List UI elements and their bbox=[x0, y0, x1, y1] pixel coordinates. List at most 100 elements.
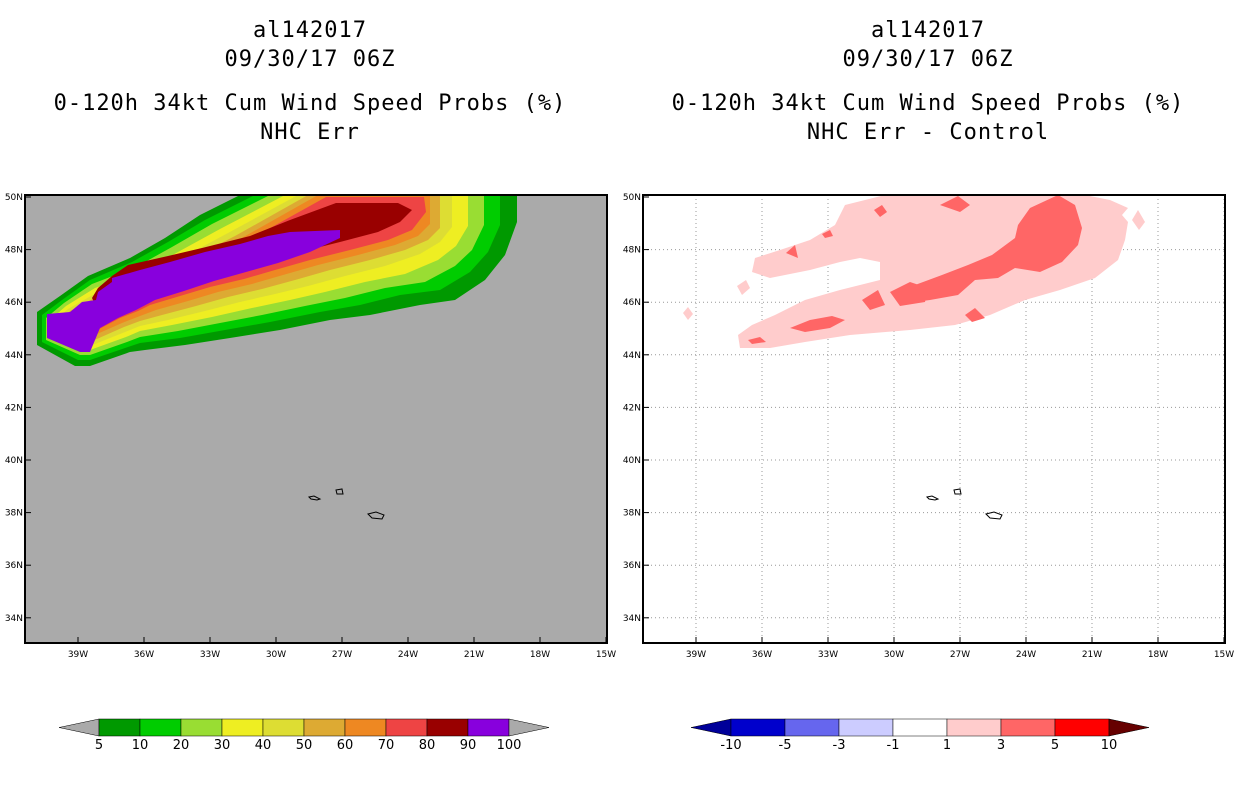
colorbar-level-label: 10 bbox=[132, 738, 149, 753]
lon-tick-label: 27W bbox=[950, 650, 970, 660]
contour-90 bbox=[47, 230, 340, 352]
colorbar-level-label: 70 bbox=[378, 738, 395, 753]
lon-tick-label: 39W bbox=[686, 650, 706, 660]
lon-tick-label: 21W bbox=[1082, 650, 1102, 660]
diff-3-to-5-d bbox=[862, 290, 885, 310]
colorbar-swatch bbox=[262, 718, 305, 737]
colorbar-level-label: 100 bbox=[497, 738, 522, 753]
colorbar-level-label: 3 bbox=[997, 738, 1005, 753]
right-map-panel: 50N 48N 46N 44N 42N 40N 38N 36N 34N 39W 36W 33W 30W 2… bbox=[623, 193, 1234, 660]
left-map-frame bbox=[24, 194, 608, 644]
right-title-datetime: 09/30/17 06Z bbox=[842, 47, 1014, 72]
right-colorbar: -10 -5 -3 -1 1 3 5 10 bbox=[690, 718, 1150, 753]
right-difference-contours bbox=[683, 195, 1145, 348]
lat-tick-label: 42N bbox=[5, 403, 23, 413]
colorbar-level-label: 1 bbox=[943, 738, 951, 753]
lon-tick-label: 15W bbox=[596, 650, 616, 660]
lat-tick-label: 34N bbox=[5, 614, 23, 624]
diff-3-to-5-c bbox=[890, 282, 928, 306]
colorbar-swatch bbox=[303, 718, 346, 737]
right-gridlines bbox=[643, 195, 1225, 643]
lat-tick-label: 42N bbox=[623, 403, 641, 413]
right-panel-title: al142017 09/30/17 06Z 0-120h 34kt Cum Wi… bbox=[618, 16, 1236, 147]
lon-tick-label: 33W bbox=[200, 650, 220, 660]
lat-tick-label: 46N bbox=[5, 298, 23, 308]
colorbar-level-label: 40 bbox=[255, 738, 272, 753]
lon-tick-label: 36W bbox=[752, 650, 772, 660]
lon-tick-label: 18W bbox=[530, 650, 550, 660]
colorbar-swatch bbox=[1000, 718, 1056, 737]
colorbar-level-label: 90 bbox=[460, 738, 477, 753]
left-probability-contours bbox=[37, 195, 517, 366]
lon-tick-label: 39W bbox=[68, 650, 88, 660]
colorbar-swatch bbox=[1054, 718, 1110, 737]
left-azores-islands bbox=[307, 488, 385, 520]
left-axes: 50N 48N 46N 44N 42N 40N 38N 36N 34N 39W 36W 33W 30W 2… bbox=[5, 193, 616, 660]
lon-tick-label: 21W bbox=[464, 650, 484, 660]
colorbar-swatch bbox=[892, 718, 948, 737]
colorbar-swatch bbox=[467, 718, 510, 737]
colorbar-swatch bbox=[221, 718, 264, 737]
diff-3-to-5-g bbox=[786, 245, 798, 258]
lon-tick-label: 18W bbox=[1148, 650, 1168, 660]
colorbar-level-label: 20 bbox=[173, 738, 190, 753]
lat-tick-label: 40N bbox=[5, 456, 23, 466]
colorbar-under-arrow bbox=[690, 718, 732, 737]
lon-tick-label: 30W bbox=[884, 650, 904, 660]
diff-3-to-5-a bbox=[940, 196, 970, 212]
lat-tick-label: 48N bbox=[5, 246, 23, 256]
left-title-storm-id: al142017 bbox=[253, 18, 367, 43]
colorbar-level-label: -10 bbox=[720, 738, 741, 753]
left-map-panel: 50N 48N 46N 44N 42N 40N 38N 36N 34N 39W 36W 33W 30W 2… bbox=[5, 193, 616, 660]
right-axes: 50N 48N 46N 44N 42N 40N 38N 36N 34N 39W 36W 33W 30W 2… bbox=[623, 193, 1234, 660]
diff-1-to-3-spot-c bbox=[1132, 210, 1145, 230]
colorbar-level-label: 80 bbox=[419, 738, 436, 753]
colorbar-swatch bbox=[946, 718, 1002, 737]
colorbar-level-label: -3 bbox=[833, 738, 846, 753]
colorbar-swatch bbox=[180, 718, 223, 737]
diff-1-to-3-spot-b bbox=[683, 307, 693, 320]
diff-3-to-5-j bbox=[965, 308, 985, 322]
lon-tick-label: 24W bbox=[398, 650, 418, 660]
colorbar-swatch bbox=[139, 718, 182, 737]
left-title-datetime: 09/30/17 06Z bbox=[224, 47, 396, 72]
lat-tick-label: 46N bbox=[623, 298, 641, 308]
left-panel-title: al142017 09/30/17 06Z 0-120h 34kt Cum Wi… bbox=[0, 16, 620, 147]
left-title-config: NHC Err bbox=[260, 120, 360, 145]
colorbar-level-label: 5 bbox=[95, 738, 103, 753]
colorbar-level-label: -1 bbox=[887, 738, 900, 753]
right-title-product: 0-120h 34kt Cum Wind Speed Probs (%) bbox=[671, 91, 1185, 116]
right-title-storm-id: al142017 bbox=[871, 18, 985, 43]
colorbar-swatch bbox=[730, 718, 786, 737]
lat-tick-label: 40N bbox=[623, 456, 641, 466]
lat-tick-label: 44N bbox=[5, 351, 23, 361]
lat-tick-label: 50N bbox=[5, 193, 23, 203]
lat-tick-label: 36N bbox=[623, 561, 641, 571]
lon-tick-label: 33W bbox=[818, 650, 838, 660]
colorbar-level-label: 50 bbox=[296, 738, 313, 753]
lat-tick-label: 34N bbox=[623, 614, 641, 624]
diff-3-to-5-b bbox=[915, 195, 1082, 302]
colorbar-swatch bbox=[426, 718, 469, 737]
colorbar-swatch bbox=[838, 718, 894, 737]
colorbar-level-label: 10 bbox=[1101, 738, 1118, 753]
colorbar-level-label: 30 bbox=[214, 738, 231, 753]
colorbar-swatch bbox=[385, 718, 428, 737]
lon-tick-label: 15W bbox=[1214, 650, 1234, 660]
lat-tick-label: 48N bbox=[623, 246, 641, 256]
right-title-config: NHC Err - Control bbox=[806, 120, 1050, 145]
lon-tick-label: 24W bbox=[1016, 650, 1036, 660]
left-colorbar: 5 10 20 30 40 50 60 70 80 90 100 bbox=[58, 718, 550, 753]
lat-tick-label: 44N bbox=[623, 351, 641, 361]
diff-3-to-5-e bbox=[790, 316, 845, 332]
diff-3-to-5-i bbox=[874, 205, 887, 217]
lat-tick-label: 38N bbox=[623, 509, 641, 519]
right-map-frame bbox=[642, 194, 1226, 644]
colorbar-level-label: 60 bbox=[337, 738, 354, 753]
colorbar-swatch bbox=[344, 718, 387, 737]
lat-tick-label: 36N bbox=[5, 561, 23, 571]
lon-tick-label: 27W bbox=[332, 650, 352, 660]
colorbar-under-arrow bbox=[58, 718, 100, 737]
colorbar-level-label: 5 bbox=[1051, 738, 1059, 753]
